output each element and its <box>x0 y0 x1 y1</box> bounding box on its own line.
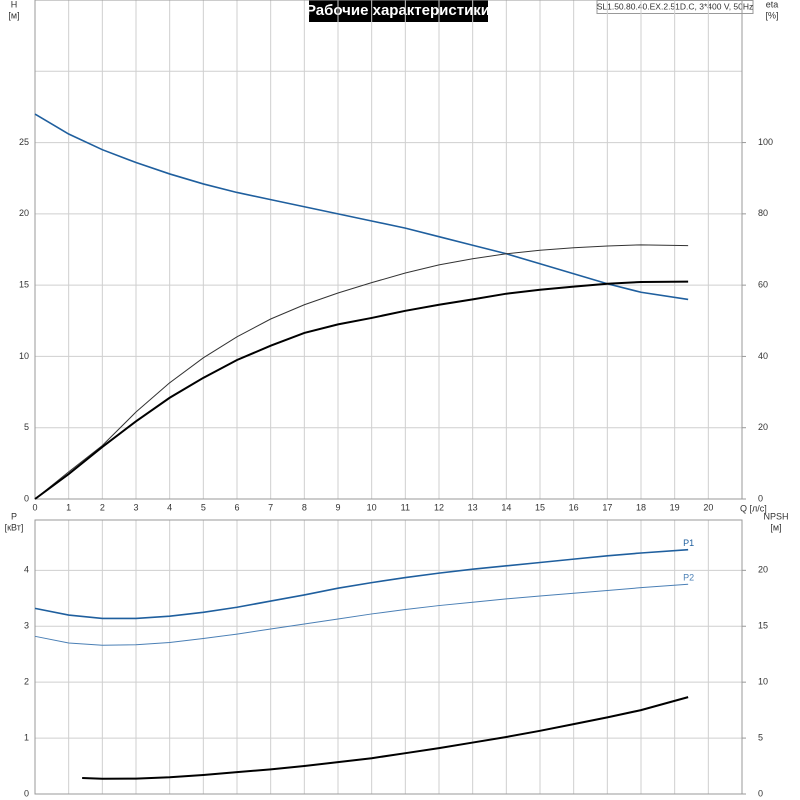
y2-tick-label: 100 <box>758 137 773 147</box>
series-label: P1 <box>683 538 694 548</box>
y-tick-label: 20 <box>19 208 29 218</box>
y-tick-label: 2 <box>24 677 29 687</box>
x-tick-label: 15 <box>535 502 545 512</box>
x-tick-label: 1 <box>66 502 71 512</box>
x-tick-label: 5 <box>201 502 206 512</box>
x-tick-label: 3 <box>133 502 138 512</box>
x-tick-label: 9 <box>335 502 340 512</box>
plot-frame <box>34 0 743 500</box>
y-tick-label: 15 <box>19 280 29 290</box>
y2-tick-label: 0 <box>758 788 763 798</box>
x-axis-label: Q [л/с] <box>740 503 767 513</box>
x-tick-label: 8 <box>302 502 307 512</box>
series-line <box>34 244 689 500</box>
y2-axis-unit: [%] <box>765 10 778 20</box>
x-tick-label: 11 <box>401 502 410 512</box>
series-line <box>34 280 689 500</box>
y-tick-label: 0 <box>24 788 29 798</box>
y2-tick-label: 0 <box>758 493 763 503</box>
x-tick-label: 14 <box>501 502 511 512</box>
y2-tick-label: 40 <box>758 351 768 361</box>
y-tick-label: 4 <box>24 565 29 575</box>
y-tick-label: 0 <box>24 493 29 503</box>
plot-frame <box>34 519 743 795</box>
series-line <box>82 696 689 780</box>
x-tick-label: 7 <box>268 502 273 512</box>
y2-tick-label: 20 <box>758 565 768 575</box>
y-axis-unit: [кВт] <box>5 522 24 532</box>
y2-tick-label: 15 <box>758 621 768 631</box>
x-tick-label: 17 <box>602 502 612 512</box>
series-label: P2 <box>683 573 694 583</box>
x-tick-label: 18 <box>636 502 646 512</box>
y2-tick-label: 20 <box>758 422 768 432</box>
y2-tick-label: 5 <box>758 732 763 742</box>
y-tick-label: 3 <box>24 621 29 631</box>
title-box <box>309 0 488 22</box>
y-axis-unit: [м] <box>8 10 19 20</box>
y2-axis-unit: [м] <box>770 522 781 532</box>
y-axis-label: H <box>11 0 18 9</box>
x-tick-label: 16 <box>569 502 579 512</box>
y2-tick-label: 10 <box>758 677 768 687</box>
y-tick-label: 1 <box>24 732 29 742</box>
series-line <box>34 548 689 620</box>
series-line <box>34 113 689 301</box>
y-axis-label: P <box>11 511 17 521</box>
y2-tick-label: 80 <box>758 208 768 218</box>
x-tick-label: 12 <box>434 502 444 512</box>
y2-axis-label: NPSH <box>763 511 788 521</box>
x-tick-label: 10 <box>367 502 377 512</box>
series-line <box>34 583 689 646</box>
x-tick-label: 2 <box>100 502 105 512</box>
y-tick-label: 10 <box>19 351 29 361</box>
x-tick-label: 0 <box>32 502 37 512</box>
x-tick-label: 13 <box>468 502 478 512</box>
y-tick-label: 25 <box>19 137 29 147</box>
x-tick-label: 4 <box>167 502 172 512</box>
y2-axis-label: eta <box>766 0 779 9</box>
chart-title: Рабочие характеристики <box>306 2 490 19</box>
x-tick-label: 6 <box>234 502 239 512</box>
y2-tick-label: 60 <box>758 280 768 290</box>
y-tick-label: 5 <box>24 422 29 432</box>
x-tick-label: 20 <box>703 502 713 512</box>
x-tick-label: 19 <box>670 502 680 512</box>
